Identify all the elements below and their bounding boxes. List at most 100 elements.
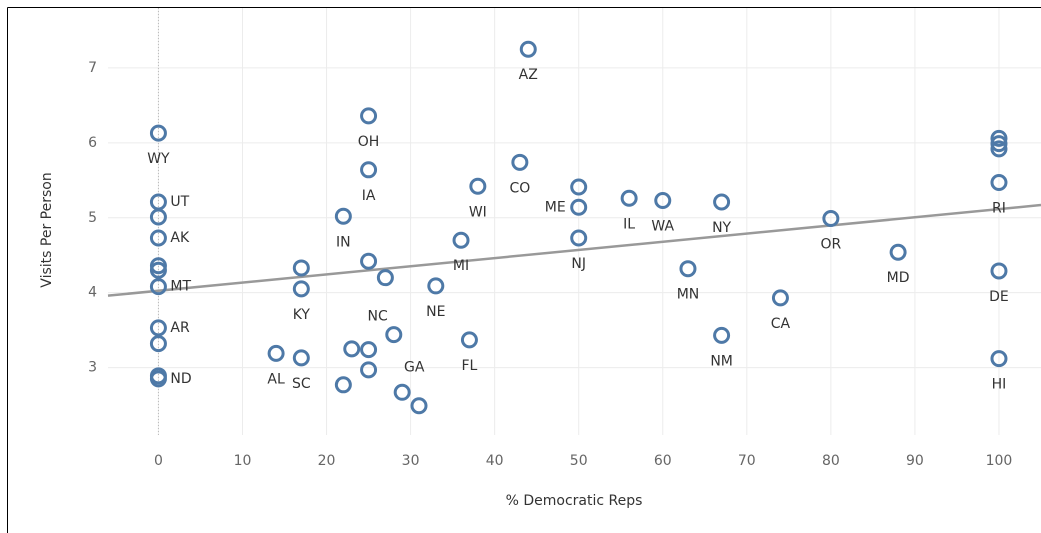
point bbox=[990, 129, 1008, 147]
x-tick-label: 80 bbox=[822, 453, 840, 469]
point-label: NJ bbox=[571, 256, 586, 272]
point bbox=[570, 178, 588, 196]
x-tick-label: 70 bbox=[738, 453, 756, 469]
point-label: AK bbox=[170, 230, 190, 246]
point bbox=[149, 370, 167, 388]
point bbox=[343, 340, 361, 358]
point bbox=[410, 397, 428, 415]
point-label: KY bbox=[293, 307, 311, 323]
point bbox=[990, 174, 1008, 192]
point bbox=[334, 207, 352, 225]
x-tick-label: 30 bbox=[402, 453, 420, 469]
point-label: MD bbox=[887, 270, 910, 286]
point bbox=[149, 335, 167, 353]
point-label: NC bbox=[368, 309, 388, 325]
point bbox=[360, 107, 378, 125]
point bbox=[360, 341, 378, 359]
point-label: UT bbox=[170, 194, 189, 210]
point bbox=[360, 361, 378, 379]
point bbox=[654, 192, 672, 210]
point bbox=[292, 259, 310, 277]
point bbox=[679, 260, 697, 278]
point bbox=[360, 161, 378, 179]
point bbox=[292, 349, 310, 367]
x-tick-label: 0 bbox=[154, 453, 163, 469]
point bbox=[713, 193, 731, 211]
point bbox=[771, 289, 789, 307]
point-label: MI bbox=[453, 258, 469, 274]
point bbox=[990, 350, 1008, 368]
point-label: SC bbox=[292, 376, 311, 392]
y-tick-label: 7 bbox=[88, 60, 97, 76]
point bbox=[376, 269, 394, 287]
point bbox=[149, 208, 167, 226]
point-label: NM bbox=[710, 353, 733, 369]
point bbox=[570, 198, 588, 216]
point-label: NY bbox=[712, 220, 731, 236]
point bbox=[149, 261, 167, 279]
point bbox=[990, 262, 1008, 280]
y-tick-label: 5 bbox=[88, 210, 97, 226]
point bbox=[267, 344, 285, 362]
x-tick-label: 10 bbox=[234, 453, 252, 469]
point bbox=[460, 331, 478, 349]
point-label: HI bbox=[992, 377, 1007, 393]
y-tick-label: 6 bbox=[88, 135, 97, 151]
point-label: CA bbox=[771, 316, 791, 332]
point-label: WY bbox=[147, 151, 170, 167]
point-label: OH bbox=[358, 134, 380, 150]
y-tick-label: 4 bbox=[88, 285, 97, 301]
point bbox=[570, 229, 588, 247]
point bbox=[427, 277, 445, 295]
point bbox=[469, 177, 487, 195]
y-tick-label: 3 bbox=[88, 360, 97, 376]
point bbox=[990, 135, 1008, 153]
point bbox=[511, 153, 529, 171]
x-tick-label: 100 bbox=[986, 453, 1013, 469]
point bbox=[149, 278, 167, 296]
point bbox=[990, 140, 1008, 158]
trend-line bbox=[107, 203, 1041, 297]
point bbox=[334, 376, 352, 394]
point bbox=[452, 231, 470, 249]
point-label: MT bbox=[170, 279, 191, 295]
point-label: IL bbox=[623, 216, 635, 232]
point-label: AL bbox=[267, 371, 285, 387]
point bbox=[519, 40, 537, 58]
point-label: MN bbox=[677, 287, 700, 303]
point-label: RI bbox=[992, 201, 1006, 217]
x-tick-label: 20 bbox=[318, 453, 336, 469]
point-label: ND bbox=[170, 371, 191, 387]
point bbox=[713, 326, 731, 344]
x-tick-label: 50 bbox=[570, 453, 588, 469]
point-label: FL bbox=[462, 358, 478, 374]
point-label: WI bbox=[469, 204, 487, 220]
point bbox=[149, 229, 167, 247]
point-label: ME bbox=[545, 199, 566, 215]
point-label: CO bbox=[509, 180, 530, 196]
point-label: IA bbox=[362, 188, 376, 204]
point bbox=[393, 383, 411, 401]
x-tick-label: 60 bbox=[654, 453, 672, 469]
point-label: AR bbox=[170, 320, 190, 336]
point bbox=[385, 326, 403, 344]
point bbox=[149, 124, 167, 142]
point-label: OR bbox=[820, 237, 841, 253]
point bbox=[149, 319, 167, 337]
point-label: IN bbox=[336, 234, 351, 250]
point bbox=[822, 210, 840, 228]
point-label: DE bbox=[989, 289, 1009, 305]
point bbox=[889, 243, 907, 261]
point bbox=[360, 252, 378, 270]
point-label: WA bbox=[651, 219, 674, 235]
y-axis-title: Visits Per Person bbox=[39, 172, 55, 287]
point-label: GA bbox=[404, 359, 425, 375]
point-label: NE bbox=[426, 304, 445, 320]
x-tick-label: 40 bbox=[486, 453, 504, 469]
point bbox=[620, 189, 638, 207]
x-tick-label: 90 bbox=[906, 453, 924, 469]
x-axis-title: % Democratic Reps bbox=[506, 493, 643, 509]
point-label: AZ bbox=[519, 67, 538, 83]
point bbox=[292, 280, 310, 298]
